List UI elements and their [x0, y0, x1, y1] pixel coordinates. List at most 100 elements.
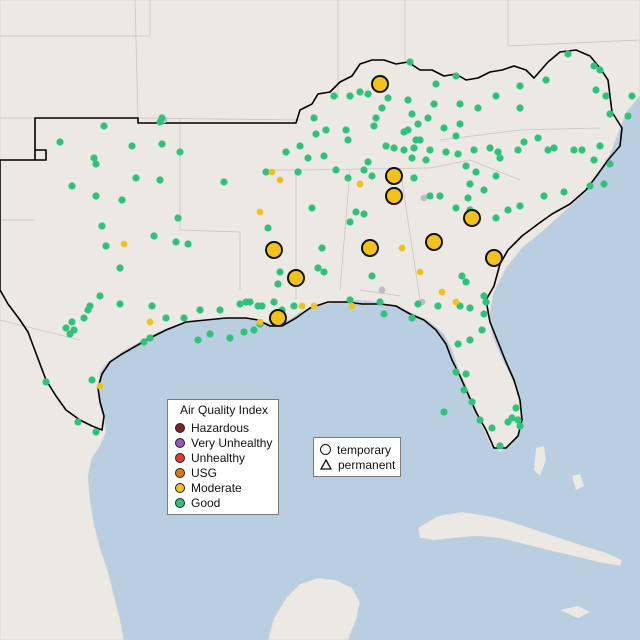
good-monitor[interactable]	[116, 264, 124, 272]
good-monitor[interactable]	[480, 292, 488, 300]
good-monitor[interactable]	[384, 94, 392, 102]
good-monitor[interactable]	[456, 120, 464, 128]
moderate-temporary-monitor[interactable]	[425, 233, 443, 251]
good-monitor[interactable]	[172, 238, 180, 246]
moderate-temporary-monitor[interactable]	[463, 209, 481, 227]
good-monitor[interactable]	[118, 196, 126, 204]
good-monitor[interactable]	[410, 144, 418, 152]
good-monitor[interactable]	[462, 278, 470, 286]
good-monitor[interactable]	[472, 168, 480, 176]
good-monitor[interactable]	[492, 172, 500, 180]
good-monitor[interactable]	[470, 146, 478, 154]
good-monitor[interactable]	[276, 268, 284, 276]
good-monitor[interactable]	[346, 92, 354, 100]
good-monitor[interactable]	[590, 156, 598, 164]
legend-item-permanent[interactable]: permanent	[320, 457, 395, 472]
moderate-temporary-monitor[interactable]	[361, 239, 379, 257]
good-monitor[interactable]	[440, 124, 448, 132]
good-monitor[interactable]	[414, 300, 422, 308]
good-monitor[interactable]	[102, 242, 110, 250]
good-monitor[interactable]	[158, 114, 166, 122]
good-monitor[interactable]	[96, 292, 104, 300]
good-monitor[interactable]	[440, 408, 448, 416]
good-monitor[interactable]	[426, 192, 434, 200]
good-monitor[interactable]	[408, 314, 416, 322]
good-monitor[interactable]	[516, 82, 524, 90]
good-monitor[interactable]	[458, 272, 466, 280]
good-monitor[interactable]	[80, 314, 88, 322]
good-monitor[interactable]	[544, 146, 552, 154]
good-monitor[interactable]	[408, 110, 416, 118]
good-monitor[interactable]	[508, 414, 516, 422]
good-monitor[interactable]	[92, 192, 100, 200]
good-monitor[interactable]	[56, 138, 64, 146]
good-monitor[interactable]	[492, 92, 500, 100]
good-monitor[interactable]	[296, 142, 304, 150]
good-monitor[interactable]	[254, 302, 262, 310]
moderate-monitor[interactable]	[298, 302, 306, 310]
good-monitor[interactable]	[454, 340, 462, 348]
good-monitor[interactable]	[236, 300, 244, 308]
good-monitor[interactable]	[216, 306, 224, 314]
moderate-monitor[interactable]	[310, 302, 318, 310]
good-monitor[interactable]	[606, 110, 614, 118]
good-monitor[interactable]	[352, 208, 360, 216]
good-monitor[interactable]	[600, 180, 608, 188]
good-monitor[interactable]	[62, 324, 70, 332]
good-monitor[interactable]	[364, 90, 372, 98]
good-monitor[interactable]	[400, 146, 408, 154]
good-monitor[interactable]	[322, 126, 330, 134]
moderate-temporary-monitor[interactable]	[287, 269, 305, 287]
good-monitor[interactable]	[586, 182, 594, 190]
good-monitor[interactable]	[452, 72, 460, 80]
good-monitor[interactable]	[520, 138, 528, 146]
good-monitor[interactable]	[84, 306, 92, 314]
good-monitor[interactable]	[68, 318, 76, 326]
moderate-monitor[interactable]	[438, 288, 446, 296]
good-monitor[interactable]	[346, 296, 354, 304]
good-monitor[interactable]	[404, 96, 412, 104]
good-monitor[interactable]	[116, 300, 124, 308]
good-monitor[interactable]	[320, 268, 328, 276]
good-monitor[interactable]	[226, 334, 234, 342]
good-monitor[interactable]	[194, 336, 202, 344]
good-monitor[interactable]	[514, 146, 522, 154]
good-monitor[interactable]	[456, 100, 464, 108]
moderate-monitor[interactable]	[276, 176, 284, 184]
good-monitor[interactable]	[128, 142, 136, 150]
legend-item-very-unhealthy[interactable]: Very Unhealthy	[175, 435, 272, 450]
good-monitor[interactable]	[578, 146, 586, 154]
good-monitor[interactable]	[332, 166, 340, 174]
good-monitor[interactable]	[356, 88, 364, 96]
good-monitor[interactable]	[344, 174, 352, 182]
good-monitor[interactable]	[382, 142, 390, 150]
good-monitor[interactable]	[342, 126, 350, 134]
good-monitor[interactable]	[320, 152, 328, 160]
good-monitor[interactable]	[606, 160, 614, 168]
good-monitor[interactable]	[370, 122, 378, 130]
good-monitor[interactable]	[282, 148, 290, 156]
good-monitor[interactable]	[514, 416, 522, 424]
legend-item-hazardous[interactable]: Hazardous	[175, 420, 249, 435]
good-monitor[interactable]	[304, 154, 312, 162]
moderate-monitor[interactable]	[452, 298, 460, 306]
good-monitor[interactable]	[494, 148, 502, 156]
good-monitor[interactable]	[452, 204, 460, 212]
good-monitor[interactable]	[412, 136, 420, 144]
good-monitor[interactable]	[270, 298, 278, 306]
good-monitor[interactable]	[466, 304, 474, 312]
good-monitor[interactable]	[274, 280, 282, 288]
moderate-temporary-monitor[interactable]	[385, 187, 403, 205]
good-monitor[interactable]	[380, 310, 388, 318]
good-monitor[interactable]	[378, 104, 386, 112]
good-monitor[interactable]	[264, 224, 272, 232]
good-monitor[interactable]	[452, 132, 460, 140]
legend-item-usg[interactable]: USG	[175, 465, 217, 480]
good-monitor[interactable]	[430, 100, 438, 108]
legend-item-good[interactable]: Good	[175, 495, 220, 510]
legend-item-moderate[interactable]: Moderate	[175, 480, 242, 495]
good-monitor[interactable]	[344, 136, 352, 144]
moderate-monitor[interactable]	[120, 240, 128, 248]
moderate-monitor[interactable]	[348, 302, 356, 310]
moderate-temporary-monitor[interactable]	[269, 309, 287, 327]
